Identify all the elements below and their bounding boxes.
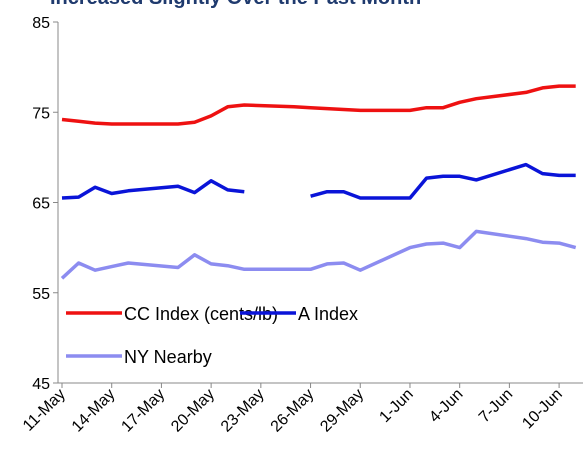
x-tick-label: 29-May [317, 386, 367, 436]
legend: CC Index (cents/lb) A Index NY Nearby [66, 304, 358, 367]
legend-label: A Index [298, 304, 358, 324]
x-tick-label: 14-May [69, 386, 119, 436]
x-tick-label: 23-May [218, 386, 268, 436]
x-tick-label: 11-May [20, 386, 69, 435]
chart-title: Increased Slightly Over the Past Month [50, 0, 421, 9]
x-tick-label: 1-Jun [376, 386, 416, 426]
legend-label: CC Index (cents/lb) [124, 304, 278, 324]
series-line [61, 162, 576, 200]
series-line [60, 229, 577, 280]
y-tick-label: 45 [32, 376, 50, 393]
y-tick-label: 65 [32, 196, 50, 213]
x-tick-label: 20-May [168, 386, 218, 436]
y-tick-label: 85 [32, 15, 50, 32]
x-tick-label: 26-May [268, 386, 318, 436]
x-tick-label: 17-May [118, 386, 168, 436]
y-tick-label: 75 [32, 105, 50, 122]
legend-label: NY Nearby [124, 347, 212, 367]
x-tick-label: 10-Jun [519, 386, 566, 433]
series-line [61, 84, 576, 126]
x-tick-label: 4-Jun [426, 386, 466, 426]
x-tick-label: 7-Jun [476, 386, 516, 426]
y-tick-label: 55 [32, 286, 50, 303]
